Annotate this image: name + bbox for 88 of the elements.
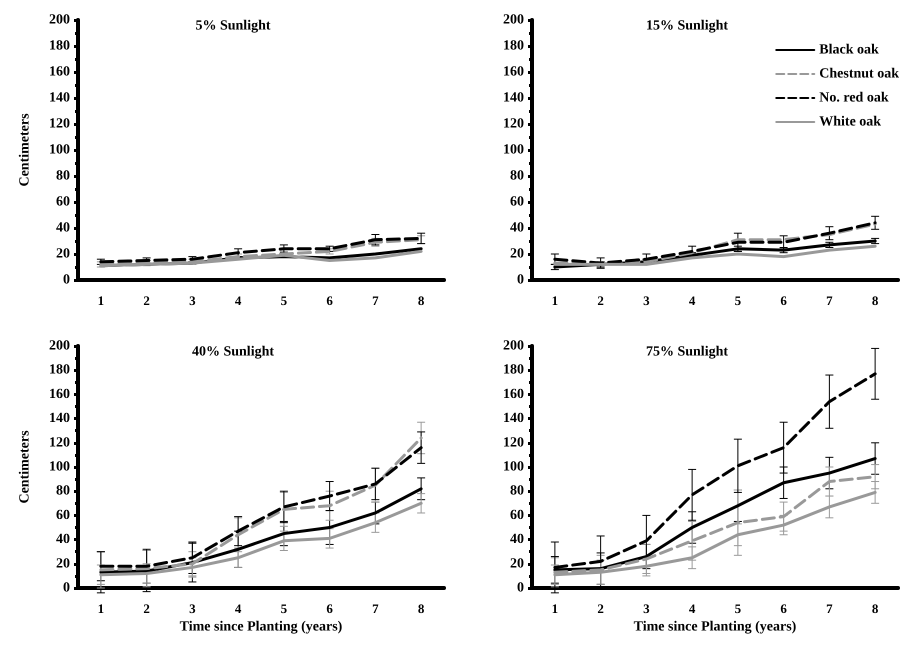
y-tick-label: 20 <box>510 246 524 262</box>
y-tick-label: 160 <box>503 386 524 402</box>
y-tick-label: 60 <box>510 508 524 523</box>
x-tick-label: 2 <box>597 293 604 308</box>
y-tick-label: 200 <box>503 12 524 28</box>
y-tick-label: 200 <box>49 12 70 28</box>
x-tick-label: 5 <box>734 293 742 308</box>
y-tick-label: 0 <box>63 580 70 596</box>
y-tick-label: 60 <box>510 194 524 210</box>
y-tick-label: 100 <box>503 460 524 474</box>
y-axis-title: Centimeters <box>18 112 32 187</box>
y-tick-label: 180 <box>49 362 70 378</box>
y-tick-label: 0 <box>63 272 70 288</box>
x-tick-label: 5 <box>280 293 288 308</box>
x-tick-label: 4 <box>234 601 242 616</box>
x-tick-label: 8 <box>872 601 879 616</box>
y-axis-title: Centimeters <box>18 430 32 504</box>
y-tick-label: 200 <box>503 338 524 354</box>
x-tick-label: 7 <box>372 601 380 616</box>
chart-title: 75% Sunlight <box>646 344 728 360</box>
y-tick-label: 80 <box>56 484 70 499</box>
x-tick-label: 5 <box>280 601 288 616</box>
x-tick-label: 3 <box>643 293 650 308</box>
x-tick-label: 1 <box>552 601 558 616</box>
y-tick-label: 60 <box>56 508 70 523</box>
x-tick-label: 2 <box>143 293 150 308</box>
chart-title: 40% Sunlight <box>192 344 274 360</box>
y-tick-label: 120 <box>503 116 524 132</box>
chart-title: 5% Sunlight <box>195 18 271 34</box>
y-tick-label: 160 <box>49 386 70 402</box>
y-tick-label: 80 <box>510 168 524 184</box>
y-tick-label: 20 <box>56 556 70 572</box>
x-tick-label: 4 <box>688 293 696 308</box>
y-tick-label: 100 <box>503 142 524 158</box>
y-tick-label: 80 <box>510 484 524 499</box>
x-tick-label: 8 <box>418 293 425 308</box>
y-tick-label: 120 <box>49 435 70 450</box>
y-tick-label: 80 <box>56 168 70 184</box>
legend-label: White oak <box>819 114 882 130</box>
y-tick-label: 160 <box>49 64 70 80</box>
y-tick-label: 180 <box>49 38 70 54</box>
y-tick-label: 0 <box>517 272 524 288</box>
x-tick-label: 6 <box>326 293 334 308</box>
y-tick-label: 140 <box>49 411 70 426</box>
x-axis-title: Time since Planting (years) <box>634 620 797 634</box>
y-tick-label: 20 <box>510 556 524 572</box>
y-tick-label: 100 <box>49 460 70 474</box>
y-tick-label: 140 <box>49 90 70 106</box>
y-tick-label: 40 <box>510 220 524 236</box>
x-tick-label: 4 <box>688 601 696 616</box>
x-tick-label: 4 <box>234 293 242 308</box>
x-tick-label: 2 <box>597 601 604 616</box>
x-tick-label: 3 <box>189 601 196 616</box>
x-tick-label: 8 <box>418 601 425 616</box>
x-tick-label: 7 <box>826 293 834 308</box>
y-tick-label: 120 <box>503 435 524 450</box>
x-tick-label: 1 <box>98 293 104 308</box>
y-tick-label: 40 <box>56 532 70 548</box>
y-tick-label: 160 <box>503 64 524 80</box>
x-tick-label: 6 <box>780 601 788 616</box>
x-tick-label: 7 <box>826 601 834 616</box>
y-tick-label: 140 <box>503 90 524 106</box>
y-tick-label: 40 <box>56 220 70 236</box>
x-tick-label: 6 <box>326 601 334 616</box>
y-tick-label: 20 <box>56 246 70 262</box>
x-tick-label: 7 <box>372 293 380 308</box>
y-tick-label: 60 <box>56 194 70 210</box>
x-tick-label: 3 <box>189 293 196 308</box>
x-tick-label: 8 <box>872 293 879 308</box>
legend-label: No. red oak <box>819 90 889 106</box>
y-tick-label: 40 <box>510 532 524 548</box>
y-tick-label: 100 <box>49 142 70 158</box>
x-tick-label: 3 <box>643 601 650 616</box>
y-tick-label: 180 <box>503 38 524 54</box>
x-axis-title: Time since Planting (years) <box>180 620 343 634</box>
legend-label: Black oak <box>819 42 879 58</box>
x-tick-label: 1 <box>98 601 104 616</box>
legend-label: Chestnut oak <box>819 66 900 82</box>
x-tick-label: 2 <box>143 601 150 616</box>
y-tick-label: 120 <box>49 116 70 132</box>
y-tick-label: 140 <box>503 411 524 426</box>
y-tick-label: 200 <box>49 338 70 354</box>
y-tick-label: 0 <box>517 580 524 596</box>
x-tick-label: 6 <box>780 293 788 308</box>
chart-title: 15% Sunlight <box>646 18 728 34</box>
x-tick-label: 5 <box>734 601 742 616</box>
y-tick-label: 180 <box>503 362 524 378</box>
x-tick-label: 1 <box>552 293 558 308</box>
